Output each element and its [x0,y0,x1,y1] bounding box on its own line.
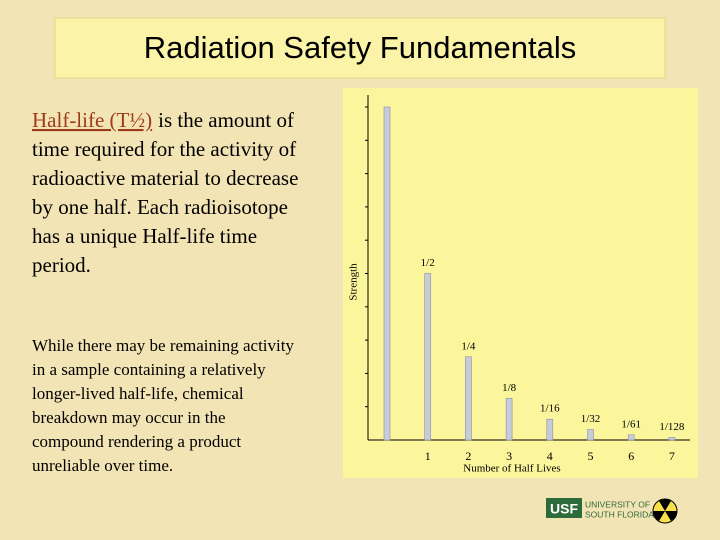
bar [627,434,635,441]
intro-paragraph: Half-life (T½) is the amount of time requi… [32,108,298,277]
logo: USF UNIVERSITY OF SOUTH FLORIDA [546,498,678,524]
intro-line: by one half. Each radioisotope [32,195,288,219]
bar [465,356,472,441]
value-label: 1/8 [502,382,517,394]
intro-line: radioactive material to decrease [32,166,298,190]
value-label: 1/32 [581,413,601,425]
bar [383,106,391,441]
x-tick-label: 6 [628,449,634,463]
logo-line: UNIVERSITY OF [585,499,650,509]
x-tick-label: 1 [425,449,431,463]
x-tick-label: 3 [506,449,512,463]
value-label: 1/128 [659,421,685,433]
note-line: longer-lived half-life, chemical [32,384,244,403]
intro-line: is the amount of [158,108,294,132]
x-tick-label: 5 [588,449,594,463]
note-line: in a sample containing a relatively [32,360,266,379]
intro-term: Half-life (T½) [32,108,152,132]
title-box [54,17,666,79]
bar [546,418,554,441]
x-tick-label: 2 [465,449,471,463]
chart-panel [343,88,698,478]
note-line: unreliable over time. [32,456,173,475]
x-tick-label: 7 [669,449,675,463]
intro-line: time required for the activity of [32,137,296,161]
x-tick-label: 4 [547,449,553,463]
bar [424,273,432,441]
logo-abbr: USF [550,501,578,517]
note-line: compound rendering a product [32,432,241,451]
logo-box [546,498,582,518]
intro-line: has a unique Half-life time [32,224,257,248]
bar [587,429,594,441]
y-axis-label: Strength [348,263,360,301]
slide-title: Radiation Safety Fundamentals [144,30,577,65]
value-label: 1/2 [421,257,435,269]
note-line: breakdown may occur in the [32,408,226,427]
bar [668,437,676,441]
x-axis-label: Number of Half Lives [463,463,560,475]
note-line: While there may be remaining activity [32,336,294,355]
value-label: 1/4 [461,340,476,352]
logo-line: SOUTH FLORIDA [585,509,654,519]
value-label: 1/61 [621,418,641,430]
intro-line: period. [32,253,91,277]
bar [505,398,513,441]
radiation-icon-blades [653,499,677,521]
value-label: 1/16 [540,403,560,415]
